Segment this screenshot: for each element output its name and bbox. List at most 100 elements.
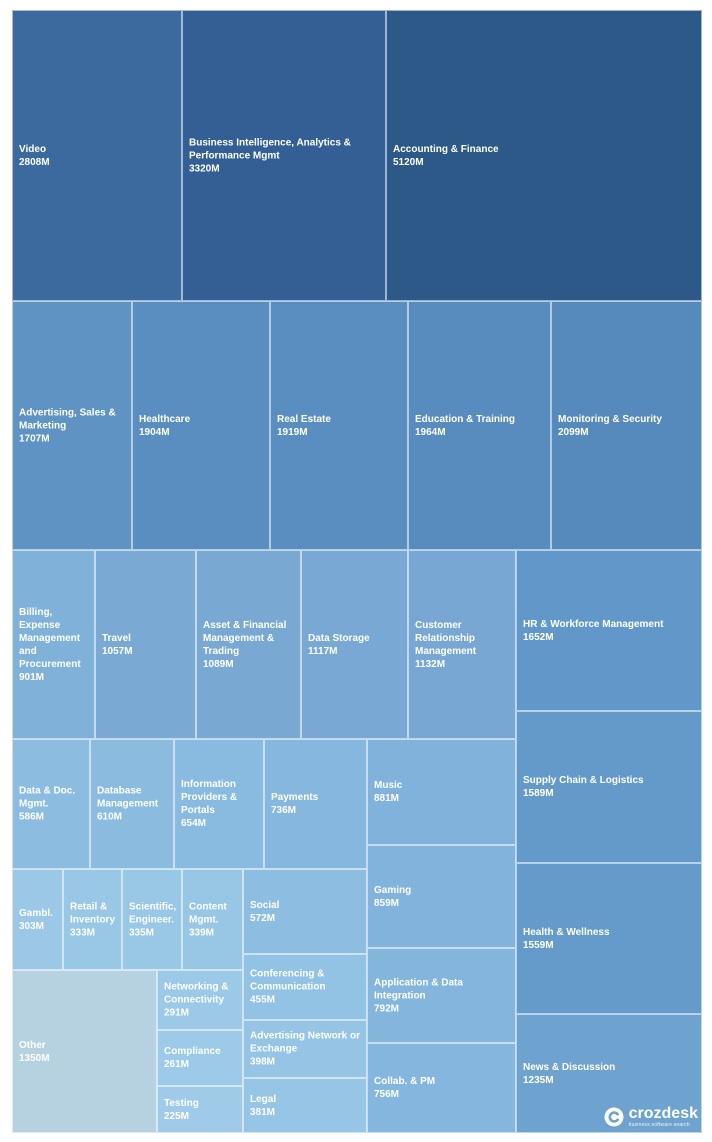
tile-value: 756M: [374, 1089, 400, 1100]
treemap-tile-health-wellness: Health & Wellness 1559M: [516, 863, 702, 1014]
tile-label: Asset & Financial Management & Trading 10…: [203, 619, 296, 671]
tile-value: 398M: [250, 1056, 276, 1068]
tile-value: 1589M: [523, 788, 554, 799]
tile-value: 455M: [250, 994, 276, 1006]
treemap-tile-video: Video 2808M: [12, 10, 182, 301]
treemap-tile-testing: Testing 225M: [157, 1086, 243, 1133]
tile-name: Business Intelligence, Analytics & Perfo…: [189, 137, 351, 161]
tile-name: Database Management: [97, 785, 159, 810]
treemap-tile-hr-workforce-management: HR & Workforce Management 1652M: [516, 550, 702, 711]
tile-value: 339M: [189, 927, 215, 938]
tile-label: Gambl. 303M: [19, 907, 58, 933]
tile-value: 654M: [181, 818, 207, 829]
tile-name: News & Discussion: [523, 1061, 616, 1073]
tile-label: Advertising Network or Exchange 398M: [250, 1030, 362, 1069]
tile-label: Content Mgmt. 339M: [189, 900, 238, 939]
treemap-tile-business-intelligence-analytics-performance-mgmt: Business Intelligence, Analytics & Perfo…: [182, 10, 386, 301]
tile-label: Travel 1057M: [102, 632, 191, 658]
tile-name: Health & Wellness: [523, 926, 610, 938]
tile-label: Compliance 261M: [164, 1045, 238, 1071]
tile-name: Testing: [164, 1097, 199, 1109]
tile-label: Database Management 610M: [97, 785, 169, 824]
tile-name: Networking & Connectivity: [164, 981, 229, 1006]
tile-name: Content Mgmt.: [189, 901, 227, 925]
tile-value: 1919M: [277, 426, 308, 438]
treemap-tile-conferencing-communication: Conferencing & Communication 455M: [243, 954, 367, 1020]
tile-label: Healthcare 1904M: [139, 413, 265, 439]
crozdesk-logo: crozdesk business software search: [604, 1106, 698, 1128]
tile-value: 792M: [374, 1003, 400, 1014]
tile-label: Collab. & PM 756M: [374, 1075, 511, 1101]
treemap-tile-collab-pm: Collab. & PM 756M: [367, 1043, 516, 1133]
tile-value: 291M: [164, 1007, 190, 1019]
tile-name: Travel: [102, 632, 131, 644]
treemap-tile-networking-connectivity: Networking & Connectivity 291M: [157, 970, 243, 1030]
tile-label: Music 881M: [374, 779, 511, 805]
treemap-tile-music: Music 881M: [367, 739, 516, 845]
tile-value: 1964M: [415, 426, 446, 438]
treemap-tile-healthcare: Healthcare 1904M: [132, 301, 270, 550]
brand-name: crozdesk: [628, 1105, 698, 1122]
tile-value: 881M: [374, 793, 400, 804]
treemap-tile-real-estate: Real Estate 1919M: [270, 301, 408, 550]
treemap-tile-billing-expense-management-and-procurement: Billing, Expense Management and Procurem…: [12, 550, 95, 739]
treemap-tile-social: Social 572M: [243, 869, 367, 954]
tile-name: Data & Doc. Mgmt.: [19, 785, 76, 810]
treemap-tile-gambl: Gambl. 303M: [12, 869, 63, 970]
brand-tagline: business software search: [628, 1122, 690, 1128]
tile-label: News & Discussion 1235M: [523, 1061, 697, 1087]
tile-value: 1089M: [203, 658, 234, 670]
tile-value: 261M: [164, 1059, 190, 1070]
tile-value: 1707M: [19, 433, 50, 444]
tile-value: 3320M: [189, 163, 220, 174]
tile-label: Data & Doc. Mgmt. 586M: [19, 785, 85, 824]
tile-label: Conferencing & Communication 455M: [250, 968, 362, 1007]
tile-value: 1559M: [523, 939, 554, 951]
tile-name: Real Estate: [277, 413, 331, 425]
tile-name: Healthcare: [139, 413, 191, 425]
tile-label: Accounting & Finance 5120M: [393, 143, 697, 169]
tile-label: Payments 736M: [271, 791, 362, 817]
tile-name: HR & Workforce Management: [523, 618, 664, 630]
treemap-tile-scientific-engineer: Scientific, Engineer. 335M: [122, 869, 182, 970]
tile-label: Testing 225M: [164, 1097, 238, 1123]
treemap-tile-retail-inventory: Retail & Inventory 333M: [63, 869, 122, 970]
tile-label: Advertising, Sales & Marketing 1707M: [19, 406, 127, 445]
tile-name: Advertising, Sales & Marketing: [19, 407, 116, 431]
tile-value: 901M: [19, 671, 45, 683]
tile-label: Monitoring & Security 2099M: [558, 413, 697, 439]
tile-name: Other: [19, 1039, 46, 1051]
tile-name: Application & Data Integration: [374, 977, 463, 1001]
tile-value: 1132M: [415, 658, 446, 670]
treemap-tile-travel: Travel 1057M: [95, 550, 196, 739]
treemap-tile-data-doc-mgmt: Data & Doc. Mgmt. 586M: [12, 739, 90, 869]
treemap-tile-payments: Payments 736M: [264, 739, 367, 869]
tile-name: Retail & Inventory: [70, 901, 116, 925]
tile-label: Billing, Expense Management and Procurem…: [19, 606, 90, 684]
tile-label: Video 2808M: [19, 143, 177, 169]
tile-label: Information Providers & Portals 654M: [181, 778, 259, 830]
tile-value: 2808M: [19, 156, 50, 168]
tile-value: 1350M: [19, 1052, 50, 1064]
tile-label: Legal 381M: [250, 1093, 362, 1119]
treemap-tile-customer-relationship-management: Customer Relationship Management 1132M: [408, 550, 516, 739]
tile-name: Conferencing & Communication: [250, 968, 326, 993]
tile-name: Supply Chain & Logistics: [523, 775, 644, 786]
tile-value: 1057M: [102, 645, 133, 657]
tile-label: Retail & Inventory 333M: [70, 900, 117, 939]
tile-name: Video: [19, 143, 47, 155]
tile-name: Education & Training: [415, 413, 516, 425]
tile-name: Advertising Network or Exchange: [250, 1030, 361, 1055]
tile-value: 303M: [19, 920, 45, 932]
tile-value: 586M: [19, 811, 45, 823]
tile-value: 333M: [70, 927, 96, 938]
tile-name: Legal: [250, 1093, 277, 1105]
tile-label: Scientific, Engineer. 335M: [129, 900, 177, 939]
treemap-tile-information-providers-portals: Information Providers & Portals 654M: [174, 739, 264, 869]
tile-label: HR & Workforce Management 1652M: [523, 618, 697, 644]
tile-label: Real Estate 1919M: [277, 413, 403, 439]
tile-label: Supply Chain & Logistics 1589M: [523, 774, 697, 800]
treemap-tile-application-data-integration: Application & Data Integration 792M: [367, 948, 516, 1043]
tile-label: Education & Training 1964M: [415, 413, 546, 439]
